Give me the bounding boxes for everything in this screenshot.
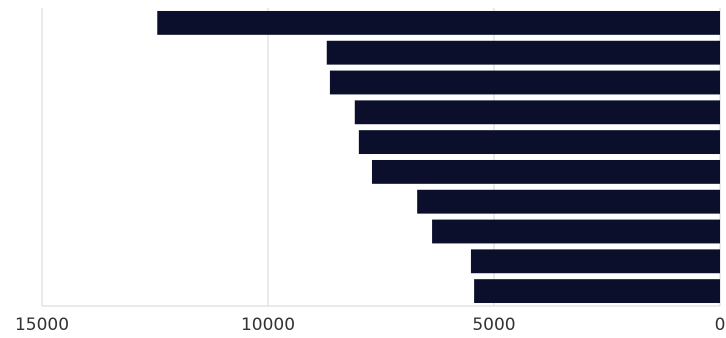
bar xyxy=(358,130,720,155)
x-tick-label: 5000 xyxy=(472,315,515,335)
bar xyxy=(371,159,720,184)
x-tick-label: 10000 xyxy=(241,315,295,335)
bar xyxy=(470,249,720,274)
bar xyxy=(417,189,720,214)
bar xyxy=(474,279,720,304)
bar xyxy=(432,219,720,244)
bar xyxy=(326,40,720,65)
x-tick-label: 15000 xyxy=(15,315,69,335)
bar xyxy=(329,70,720,95)
x-tick-label: 0 xyxy=(715,315,726,335)
bar xyxy=(354,100,720,125)
bar xyxy=(157,10,720,35)
